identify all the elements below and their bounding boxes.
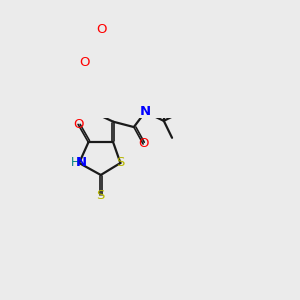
Text: S: S [116, 157, 124, 169]
Text: O: O [79, 56, 89, 69]
Text: N: N [75, 157, 86, 169]
Text: S: S [97, 189, 105, 202]
Text: H: H [71, 157, 80, 169]
Text: N: N [140, 106, 151, 118]
Text: O: O [97, 23, 107, 37]
Text: O: O [73, 118, 83, 131]
Text: O: O [138, 137, 148, 151]
